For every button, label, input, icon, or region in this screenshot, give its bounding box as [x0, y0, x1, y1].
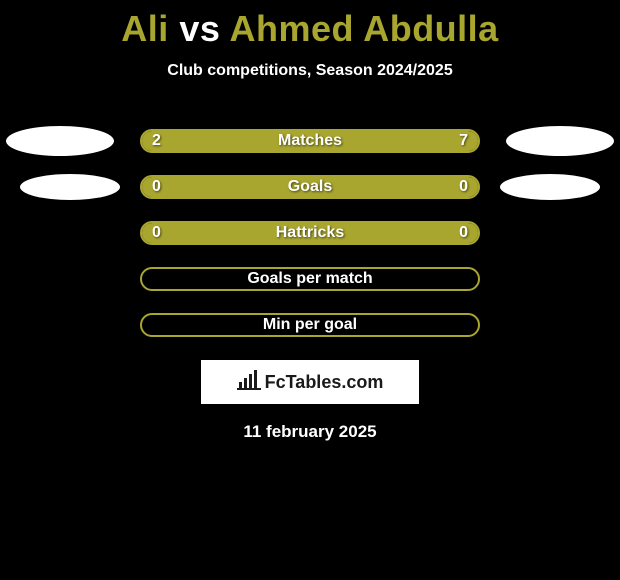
stat-label: Goals	[142, 177, 478, 197]
stat-row: Matches2 7	[0, 118, 620, 164]
player1-name: Ali	[121, 8, 169, 49]
player1-badge	[20, 174, 120, 200]
stat-row: Min per goal	[0, 302, 620, 348]
comparison-title: Ali vs Ahmed Abdulla	[0, 0, 620, 50]
stat-bar: Goals per match	[140, 267, 480, 291]
stat-label: Min per goal	[142, 315, 478, 335]
vs-label: vs	[179, 8, 220, 49]
stat-value-right: 0	[449, 177, 478, 197]
stat-bar: Goals0 0	[140, 175, 480, 199]
stat-bar: Min per goal	[140, 313, 480, 337]
stat-bar: Matches2 7	[140, 129, 480, 153]
stat-value-right: 0	[449, 223, 478, 243]
logo-text: FcTables.com	[265, 372, 384, 393]
player2-badge	[506, 126, 614, 156]
bar-chart-icon	[237, 370, 261, 395]
stat-value-left: 0	[142, 223, 171, 243]
stat-value-right: 7	[449, 131, 478, 151]
stat-label: Goals per match	[142, 269, 478, 289]
subtitle: Club competitions, Season 2024/2025	[0, 62, 620, 80]
stat-row: Goals per match	[0, 256, 620, 302]
stat-bar: Hattricks0 0	[140, 221, 480, 245]
logo-box: FcTables.com	[201, 360, 419, 404]
player2-name: Ahmed Abdulla	[230, 8, 499, 49]
stat-value-left: 0	[142, 177, 171, 197]
player1-badge	[6, 126, 114, 156]
stat-row: Hattricks0 0	[0, 210, 620, 256]
date-label: 11 february 2025	[0, 422, 620, 442]
stat-row: Goals0 0	[0, 164, 620, 210]
stats-rows: Matches27Goals00Hattricks00Goals per mat…	[0, 118, 620, 348]
stat-label: Hattricks	[142, 223, 478, 243]
stat-value-left: 2	[142, 131, 171, 151]
stat-label: Matches	[142, 131, 478, 151]
player2-badge	[500, 174, 600, 200]
